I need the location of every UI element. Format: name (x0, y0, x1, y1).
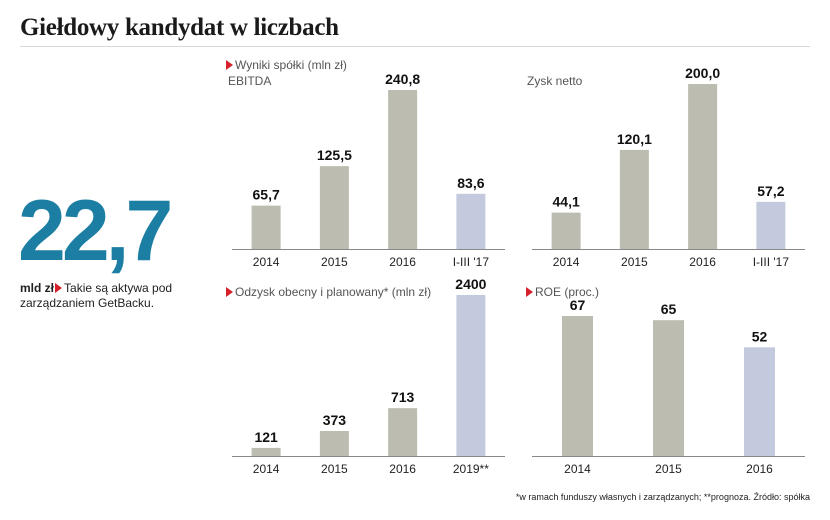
category-tick-label: 2014 (553, 255, 580, 269)
charts-canvas: 65,7 2014 125,5 2015 240,8 2016 83,6 I-III '17 4… (0, 0, 830, 520)
data-label: 713 (391, 389, 415, 405)
category-tick-label: 2016 (689, 255, 716, 269)
data-label: 120,1 (617, 131, 652, 147)
category-tick-label: 2016 (746, 462, 773, 476)
data-label: 125,5 (317, 147, 352, 163)
bar-roe-1 (653, 320, 684, 456)
category-tick-label: 2015 (621, 255, 648, 269)
data-label: 44,1 (553, 194, 580, 210)
bar-recovery-0 (252, 448, 281, 456)
bar-recovery-1 (320, 431, 349, 456)
data-label: 121 (254, 429, 278, 445)
category-tick-label: 2015 (321, 462, 348, 476)
bar-net-profit-2 (688, 84, 717, 249)
category-tick-label: I-III '17 (753, 255, 790, 269)
category-tick-label: 2015 (321, 255, 348, 269)
data-label: 57,2 (757, 183, 784, 199)
data-label: 83,6 (457, 175, 484, 191)
category-tick-label: 2014 (253, 255, 280, 269)
category-tick-label: 2014 (253, 462, 280, 476)
category-tick-label: 2016 (389, 462, 416, 476)
data-label: 65 (661, 301, 677, 317)
bar-net-profit-3 (756, 202, 785, 249)
bar-recovery-3 (456, 295, 485, 456)
bar-net-profit-1 (620, 150, 649, 249)
bar-ebitda-2 (388, 90, 417, 249)
data-label: 373 (323, 412, 347, 428)
bar-ebitda-1 (320, 166, 349, 249)
category-tick-label: 2014 (564, 462, 591, 476)
data-label: 67 (570, 297, 586, 313)
category-tick-label: 2016 (389, 255, 416, 269)
bar-roe-2 (744, 347, 775, 456)
data-label: 52 (752, 328, 768, 344)
category-tick-label: 2019** (453, 462, 489, 476)
bar-ebitda-0 (252, 206, 281, 249)
data-label: 2400 (455, 276, 486, 292)
footnote: *w ramach funduszy własnych i zarządzany… (516, 492, 810, 502)
bar-net-profit-0 (552, 213, 581, 249)
data-label: 200,0 (685, 65, 720, 81)
category-tick-label: 2015 (655, 462, 682, 476)
data-label: 240,8 (385, 71, 420, 87)
bar-ebitda-3 (456, 194, 485, 249)
data-label: 65,7 (253, 187, 280, 203)
category-tick-label: I-III '17 (453, 255, 490, 269)
bar-recovery-2 (388, 408, 417, 456)
bar-roe-0 (562, 316, 593, 456)
